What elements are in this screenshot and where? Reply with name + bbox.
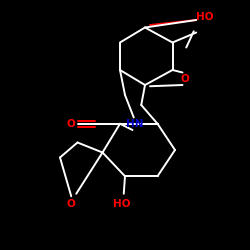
Text: HN: HN: [126, 119, 144, 129]
Text: O: O: [67, 199, 76, 209]
Text: O: O: [67, 119, 76, 129]
Text: O: O: [180, 74, 190, 84]
Text: HO: HO: [112, 199, 130, 209]
Text: HO: HO: [196, 12, 214, 22]
